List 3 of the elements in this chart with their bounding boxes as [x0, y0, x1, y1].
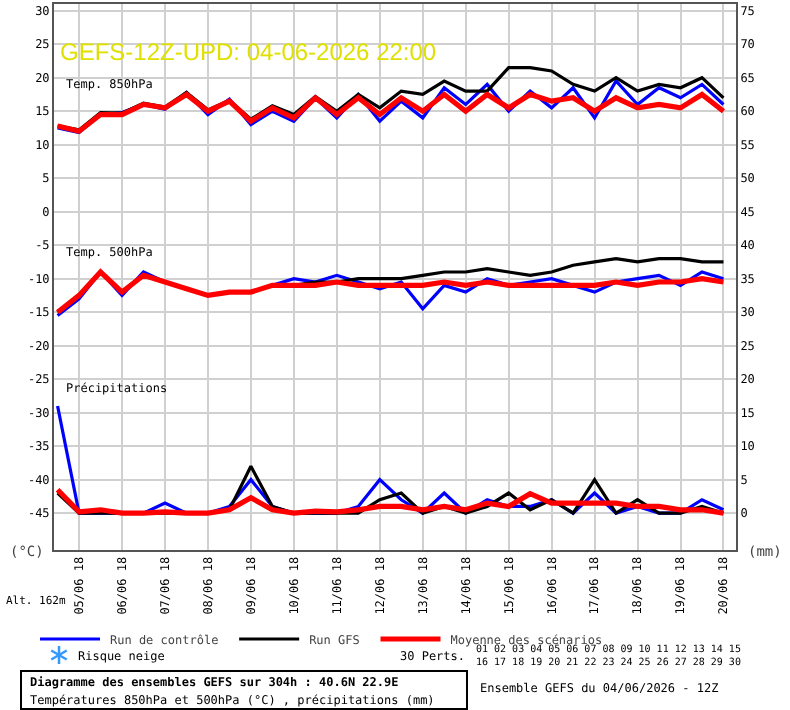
text: GEFS-12Z-UPD: 04-06-2026 22:00 [60, 38, 437, 67]
line-series [54, 91, 727, 134]
line-series [54, 487, 727, 516]
